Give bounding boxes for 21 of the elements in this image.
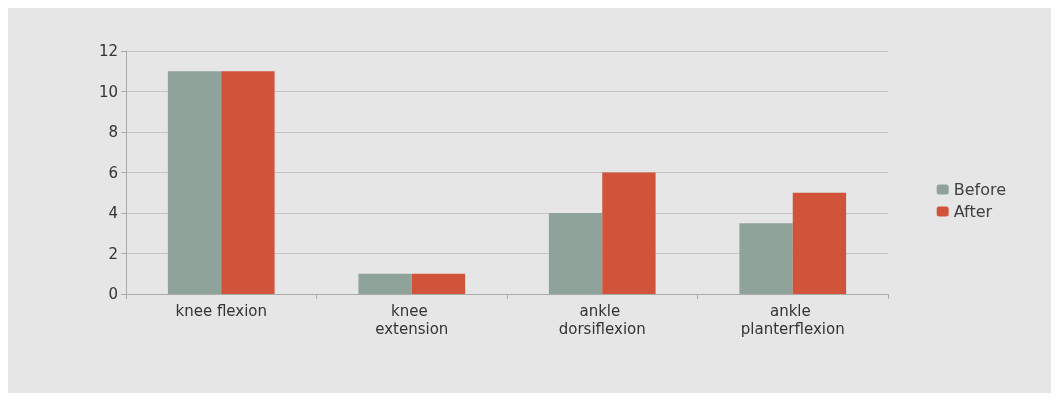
legend-label: Before <box>953 180 1006 199</box>
bar <box>221 71 275 294</box>
legend-label: After <box>953 202 993 221</box>
y-tick-label: 12 <box>98 42 118 60</box>
y-tick-label: 6 <box>108 163 118 182</box>
y-tick-label: 8 <box>108 123 118 141</box>
bar <box>548 213 603 294</box>
x-tick-label: knee extension <box>375 302 449 338</box>
y-tick-label: 0 <box>108 285 118 303</box>
y-tick-label: 2 <box>108 244 118 263</box>
y-tick-label: 4 <box>108 204 118 222</box>
bar <box>411 273 466 294</box>
bar <box>602 172 656 294</box>
bar <box>739 223 793 294</box>
bar <box>167 71 222 294</box>
bar <box>358 273 412 294</box>
x-tick-label: ankle planterflexion <box>740 302 845 338</box>
x-tick-label: ankle dorsiflexion <box>558 302 646 338</box>
y-tick-label: 10 <box>98 82 118 101</box>
bar <box>792 192 847 294</box>
x-tick-label: knee flexion <box>175 302 268 320</box>
